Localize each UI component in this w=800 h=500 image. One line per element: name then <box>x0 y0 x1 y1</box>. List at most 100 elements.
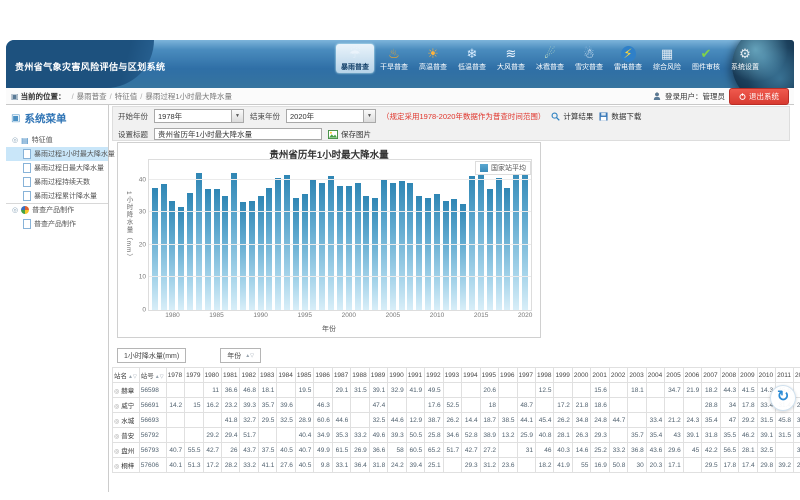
col-year-1981[interactable]: 1981 <box>222 368 240 383</box>
col-year-2004[interactable]: 2004 <box>646 368 664 383</box>
bar-1987[interactable] <box>231 173 237 310</box>
col-year-1978[interactable]: 1978 <box>166 368 184 383</box>
row-radio-icon[interactable]: ◎ <box>114 419 119 425</box>
unit-filter-box[interactable]: 1小时降水量(mm) <box>117 348 186 363</box>
col-year-1989[interactable]: 1989 <box>369 368 387 383</box>
logout-button[interactable]: 退出系统 <box>729 88 789 105</box>
bar-1989[interactable] <box>249 201 255 310</box>
nav-item-mapaudit[interactable]: ✔图件审核 <box>687 44 725 73</box>
col-year-1985[interactable]: 1985 <box>295 368 313 383</box>
download-button[interactable]: 数据下载 <box>599 111 641 122</box>
bar-2012[interactable] <box>451 199 457 310</box>
col-year-1998[interactable]: 1998 <box>535 368 553 383</box>
bar-2013[interactable] <box>460 204 466 310</box>
nav-item-risk[interactable]: ▦综合风险 <box>648 44 686 73</box>
col-year-2003[interactable]: 2003 <box>628 368 646 383</box>
bar-2016[interactable] <box>487 189 493 310</box>
sort-icons[interactable]: ▲▽ <box>128 374 137 380</box>
col-year-1984[interactable]: 1984 <box>277 368 295 383</box>
bar-2005[interactable] <box>390 183 396 310</box>
col-year-1995[interactable]: 1995 <box>480 368 498 383</box>
col-year-2007[interactable]: 2007 <box>702 368 720 383</box>
bar-1983[interactable] <box>196 173 202 310</box>
col-year-2006[interactable]: 2006 <box>683 368 701 383</box>
tree-toggle-icon[interactable]: ◎ <box>12 136 18 144</box>
col-year-1987[interactable]: 1987 <box>332 368 350 383</box>
col-year-1997[interactable]: 1997 <box>517 368 535 383</box>
nav-item-rainstorm[interactable]: ☔暴雨普查 <box>336 44 374 73</box>
tree-item[interactable]: 普查产品制作 <box>6 217 108 231</box>
chevron-down-icon[interactable]: ▼ <box>363 110 375 122</box>
col-year-2010[interactable]: 2010 <box>757 368 775 383</box>
bar-2009[interactable] <box>425 198 431 311</box>
col-year-2002[interactable]: 2002 <box>609 368 627 383</box>
tree-group-0[interactable]: ◎▤特征值 <box>6 133 108 147</box>
col-year-2000[interactable]: 2000 <box>572 368 590 383</box>
station-name-cell[interactable]: ◎盘州 <box>113 443 140 458</box>
breadcrumb-item[interactable]: 暴雨过程1小时最大降水量 <box>145 92 232 101</box>
start-year-select[interactable]: 1978年 ▼ <box>154 109 244 123</box>
col-year-2012[interactable]: 2012 <box>794 368 800 383</box>
bar-1985[interactable] <box>214 189 220 310</box>
bar-2020[interactable] <box>522 167 528 310</box>
bar-2007[interactable] <box>407 183 413 310</box>
bar-1986[interactable] <box>222 196 228 310</box>
nav-item-wind[interactable]: ≋大风普查 <box>492 44 530 73</box>
bar-1991[interactable] <box>266 188 272 310</box>
sort-icons[interactable]: ▲▽ <box>155 374 164 380</box>
station-name-cell[interactable]: ◎普安 <box>113 428 140 443</box>
tree-item[interactable]: 暴雨过程日最大降水量 <box>6 161 108 175</box>
nav-item-snow[interactable]: ☃雪灾普查 <box>570 44 608 73</box>
col-year-1979[interactable]: 1979 <box>185 368 203 383</box>
bar-2008[interactable] <box>416 196 422 310</box>
col-year-1990[interactable]: 1990 <box>388 368 406 383</box>
bar-2000[interactable] <box>346 186 352 310</box>
col-year-2009[interactable]: 2009 <box>739 368 757 383</box>
bar-2006[interactable] <box>399 181 405 310</box>
row-radio-icon[interactable]: ◎ <box>114 449 119 455</box>
station-name-cell[interactable]: ◎赫章 <box>113 383 140 398</box>
row-radio-icon[interactable]: ◎ <box>114 404 119 410</box>
bar-1984[interactable] <box>205 189 211 310</box>
bar-2001[interactable] <box>355 183 361 310</box>
bar-2002[interactable] <box>363 196 369 310</box>
bar-2011[interactable] <box>443 201 449 310</box>
chevron-down-icon[interactable]: ▼ <box>231 110 243 122</box>
col-year-1996[interactable]: 1996 <box>499 368 517 383</box>
col-year-2005[interactable]: 2005 <box>665 368 683 383</box>
bar-1997[interactable] <box>319 183 325 310</box>
row-radio-icon[interactable]: ◎ <box>114 389 119 395</box>
tree-item[interactable]: 暴雨过程1小时最大降水量 <box>6 147 108 161</box>
bar-2015[interactable] <box>478 170 484 310</box>
tree-toggle-icon[interactable]: ◎ <box>12 206 18 214</box>
nav-item-settings[interactable]: ⚙系统设置 <box>726 44 764 73</box>
chart-title-input[interactable] <box>154 128 322 140</box>
col-year-1999[interactable]: 1999 <box>554 368 572 383</box>
tree-item[interactable]: 暴雨过程累计降水量 <box>6 189 108 203</box>
year-filter-box[interactable]: 年份 ▲▽ <box>220 348 261 363</box>
station-name-cell[interactable]: ◎桐梓 <box>113 458 140 473</box>
bar-1990[interactable] <box>258 196 264 310</box>
bar-1981[interactable] <box>178 207 184 310</box>
calculate-button[interactable]: 计算结果 <box>551 111 593 122</box>
bar-1999[interactable] <box>337 186 343 310</box>
col-station-id[interactable]: 站号▲▽ <box>139 368 166 383</box>
col-year-1983[interactable]: 1983 <box>258 368 276 383</box>
col-year-2001[interactable]: 2001 <box>591 368 609 383</box>
station-name-cell[interactable]: ◎水城 <box>113 413 140 428</box>
row-radio-icon[interactable]: ◎ <box>114 464 119 470</box>
col-station[interactable]: 站名▲▽ <box>113 368 140 383</box>
bar-1993[interactable] <box>284 175 290 310</box>
bar-1978[interactable] <box>152 188 158 310</box>
col-year-2011[interactable]: 2011 <box>776 368 794 383</box>
tree-item[interactable]: 暴雨过程持续天数 <box>6 175 108 189</box>
bar-2003[interactable] <box>372 198 378 311</box>
nav-item-heat[interactable]: ☀高温普查 <box>414 44 452 73</box>
col-year-1986[interactable]: 1986 <box>314 368 332 383</box>
sort-icons[interactable]: ▲▽ <box>245 353 254 359</box>
nav-item-hail[interactable]: ☄冰雹普查 <box>531 44 569 73</box>
col-year-2008[interactable]: 2008 <box>720 368 738 383</box>
nav-item-lightning[interactable]: ⚡雷电普查 <box>609 44 647 73</box>
col-year-1991[interactable]: 1991 <box>406 368 424 383</box>
breadcrumb-item[interactable]: 暴雨普查 <box>77 92 107 101</box>
